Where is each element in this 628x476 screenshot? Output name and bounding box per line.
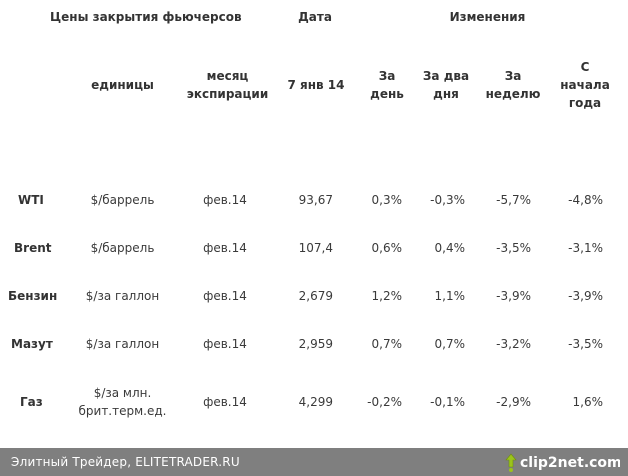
col-week-header: За неделю [485,69,541,101]
row-ytd: 1,6% [572,395,604,409]
row-week: -3,2% [496,337,531,351]
row-ytd: -3,9% [568,289,603,303]
row-expiry: фев.14 [203,337,247,351]
row-two-days: 1,1% [434,289,466,303]
group-title: Цены закрытия фьючерсов [50,10,242,24]
row-name: Brent [14,241,52,255]
footer-bar: Элитный Трейдер, ELITETRADER.RU clip2net… [0,448,628,476]
changes-label: Изменения [449,10,526,24]
row-name: WTI [18,193,44,207]
row-expiry: фев.14 [203,395,247,409]
row-week: -5,7% [496,193,531,207]
footer-source: Элитный Трейдер, ELITETRADER.RU [11,455,240,469]
row-expiry: фев.14 [203,289,247,303]
date-label: Дата [298,10,332,24]
row-expiry: фев.14 [203,241,247,255]
row-day: -0,2% [367,395,402,409]
row-units: $/за галлон [85,289,160,303]
row-week: -3,9% [496,289,531,303]
row-name: Мазут [11,337,53,351]
row-two-days: 0,7% [434,337,466,351]
row-two-days: -0,1% [430,395,465,409]
row-price: 2,679 [298,289,333,303]
col-date-header: 7 янв 14 [287,78,345,92]
row-price: 4,299 [298,395,333,409]
row-ytd: -3,5% [568,337,603,351]
row-ytd: -3,1% [568,241,603,255]
row-name: Газ [20,395,43,409]
col-day-header: За день [370,69,404,101]
row-week: -3,5% [496,241,531,255]
row-name: Бензин [8,289,58,303]
row-ytd: -4,8% [568,193,603,207]
row-units: $/баррель [90,193,155,207]
row-day: 1,2% [371,289,403,303]
row-price: 93,67 [298,193,333,207]
row-day: 0,6% [371,241,403,255]
row-two-days: 0,4% [434,241,466,255]
row-units: $/баррель [90,241,155,255]
row-two-days: -0,3% [430,193,465,207]
row-price: 107,4 [298,241,333,255]
row-day: 0,7% [371,337,403,351]
col-ytd-header: С начала года [560,60,610,110]
row-price: 2,959 [298,337,333,351]
row-units: $/за галлон [85,337,160,351]
row-units: $/за млн. брит.терм.ед. [78,386,167,418]
row-day: 0,3% [371,193,403,207]
clip2net-logo: clip2net.com [505,453,620,472]
col-expiry-header: месяц экспирации [186,69,269,101]
col-two-days-header: За два дня [422,69,470,101]
row-expiry: фев.14 [203,193,247,207]
row-week: -2,9% [496,395,531,409]
logo-text: clip2net.com [520,455,620,471]
col-units-header: единицы [91,78,154,92]
